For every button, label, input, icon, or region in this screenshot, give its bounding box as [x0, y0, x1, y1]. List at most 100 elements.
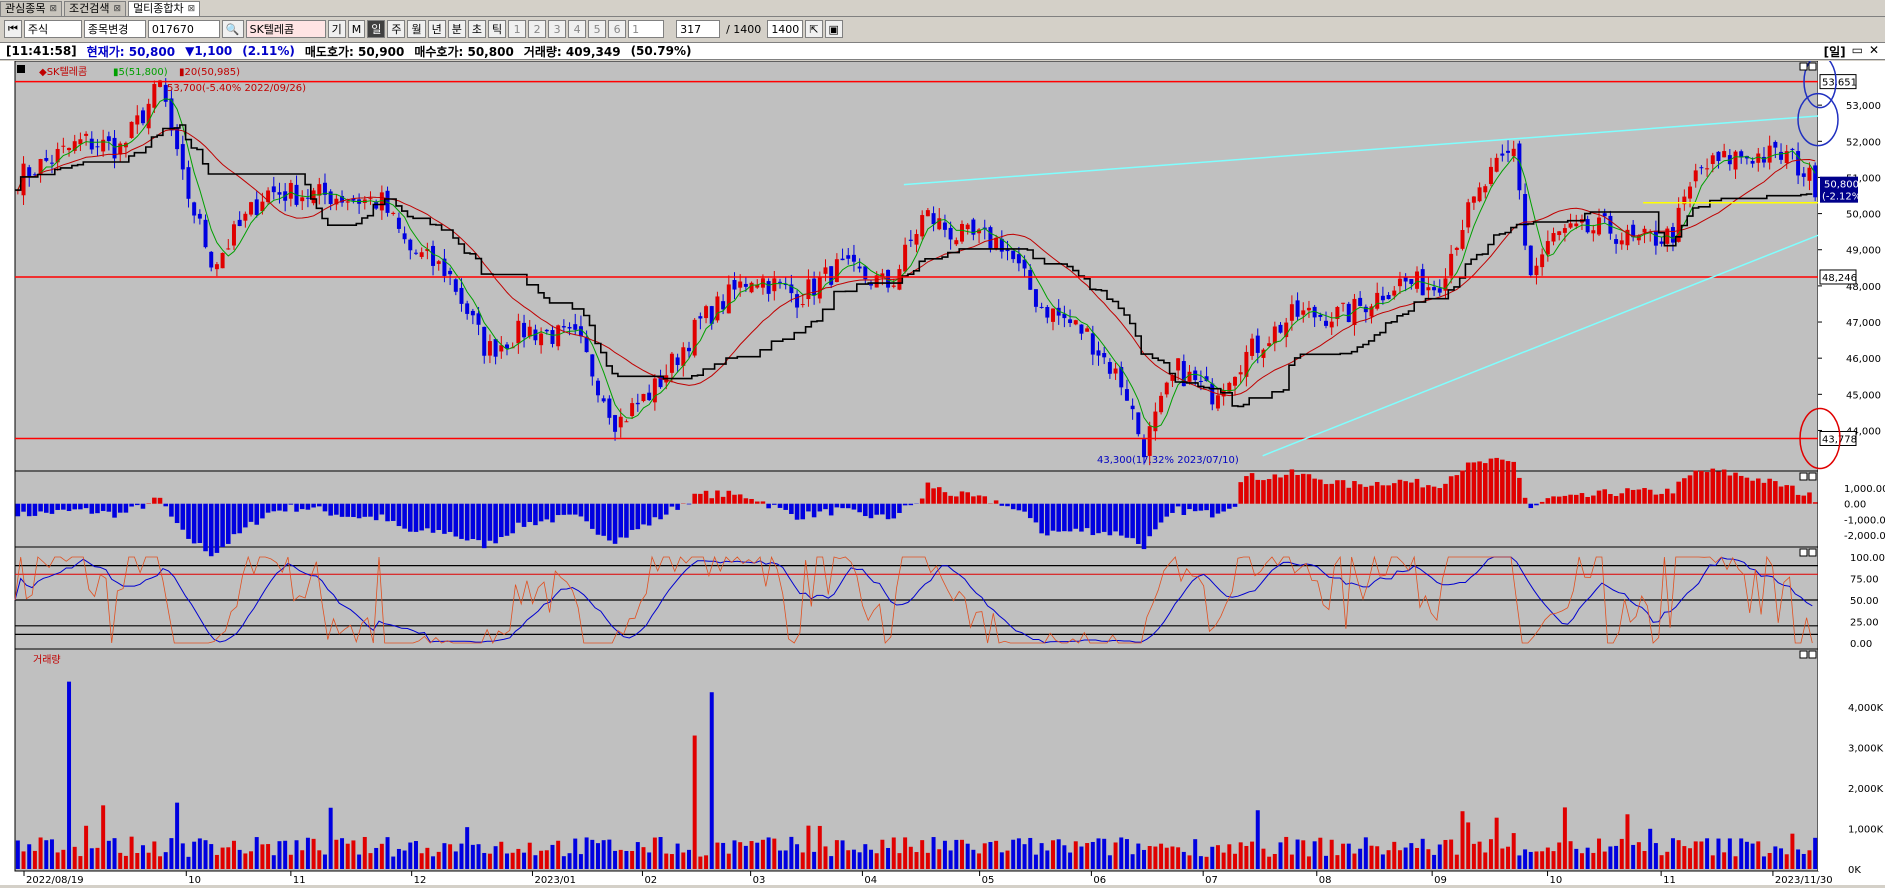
volume-bar: [573, 839, 577, 869]
macd-bar: [1676, 482, 1681, 504]
volume-tick-label: 3,000K: [1848, 744, 1884, 755]
candle: [1523, 194, 1527, 246]
macd-bar: [260, 504, 265, 519]
volume-bar: [556, 841, 560, 869]
chart-svg[interactable]: 53,00052,00051,00050,00049,00048,00047,0…: [0, 61, 1885, 885]
period-second-button[interactable]: 초: [468, 20, 486, 38]
num-button-3[interactable]: 3: [548, 20, 566, 38]
candle: [272, 186, 276, 192]
macd-bar: [237, 504, 242, 534]
market-select[interactable]: 주식: [24, 20, 82, 38]
macd-bar: [357, 504, 362, 519]
macd-bar: [72, 504, 77, 510]
macd-bar: [926, 483, 931, 504]
volume-bar: [886, 848, 890, 869]
volume-bar: [477, 844, 481, 869]
volume-bar: [613, 851, 617, 869]
candle: [1614, 239, 1618, 244]
num-button-1[interactable]: 1: [508, 20, 526, 38]
candle: [113, 138, 117, 159]
macd-bar: [1460, 470, 1465, 503]
volume-bar: [442, 843, 446, 869]
macd-bar: [1147, 504, 1152, 537]
macd-bar: [1745, 478, 1750, 504]
stock-name-field[interactable]: SK텔레콤: [246, 20, 326, 38]
stoch-tick-label: 100.00: [1850, 553, 1885, 564]
macd-bar: [880, 504, 885, 515]
export-icon[interactable]: ⇱: [805, 20, 822, 38]
period-tick-button[interactable]: 틱: [488, 20, 506, 38]
volume-bar: [454, 851, 458, 869]
macd-bar: [1659, 494, 1664, 504]
macd-bar: [1688, 475, 1693, 503]
volume-bar: [903, 837, 907, 869]
close-icon[interactable]: ⊠: [188, 2, 196, 16]
restore-icon: [1800, 549, 1807, 556]
num-label: 5: [594, 23, 601, 36]
volume-bar: [1569, 841, 1573, 869]
volume-bar: [806, 826, 810, 869]
candle: [238, 220, 242, 226]
candle: [1330, 322, 1334, 328]
candle: [1472, 197, 1476, 203]
volume: 거래량: 409,349: [524, 43, 621, 60]
close-icon[interactable]: ⊠: [49, 2, 57, 16]
macd-bar: [852, 504, 857, 510]
period-minute-button[interactable]: 분: [448, 20, 466, 38]
period-year-button[interactable]: 년: [428, 20, 446, 38]
price-change: ▼1,100: [185, 44, 232, 58]
candle: [465, 303, 469, 314]
period-week-button[interactable]: 주: [387, 20, 405, 38]
num-select[interactable]: 1: [628, 20, 664, 38]
change-symbol-select[interactable]: 종목변경: [84, 20, 146, 38]
tab-condition-search[interactable]: 조건검색⊠: [64, 1, 126, 16]
close-icon[interactable]: ⊠: [114, 2, 122, 16]
macd-bar: [385, 504, 390, 522]
macd-bar: [50, 504, 55, 514]
tab-multi-chart[interactable]: 멀티종합차⊠: [128, 1, 200, 16]
gi-button[interactable]: 기: [328, 20, 346, 38]
m-button[interactable]: M: [348, 20, 366, 38]
save-icon[interactable]: ▣: [825, 20, 843, 38]
num-button-4[interactable]: 4: [568, 20, 586, 38]
volume-bar: [465, 827, 469, 869]
total-input[interactable]: 1400: [767, 20, 803, 38]
macd-bar: [107, 504, 112, 512]
volume-bar: [1552, 851, 1556, 869]
code-input[interactable]: 017670: [148, 20, 220, 38]
volume-bar: [84, 826, 88, 869]
volume-bar: [386, 837, 390, 869]
candle: [1381, 296, 1385, 300]
minimize-icon[interactable]: ▭: [1852, 43, 1863, 60]
tab-watchlist[interactable]: 관심종목⊠: [0, 1, 62, 16]
first-icon[interactable]: ⏮: [4, 20, 22, 38]
num-button-2[interactable]: 2: [528, 20, 546, 38]
num-button-5[interactable]: 5: [588, 20, 606, 38]
legend-box-icon: [17, 65, 25, 73]
volume-bar: [1051, 840, 1055, 869]
volume-bar: [829, 856, 833, 869]
count-stepper[interactable]: 317: [676, 20, 720, 38]
macd-bar: [431, 504, 436, 533]
candle: [636, 403, 640, 404]
search-icon[interactable]: 🔍: [222, 20, 244, 38]
volume-bar: [1603, 852, 1607, 869]
candle: [420, 252, 424, 257]
period-day-button[interactable]: 일: [367, 20, 385, 38]
candle: [306, 198, 310, 199]
num-label: 4: [574, 23, 581, 36]
num-button-6[interactable]: 6: [608, 20, 626, 38]
period-month-button[interactable]: 월: [407, 20, 425, 38]
volume-bar: [1307, 856, 1311, 869]
candle: [454, 279, 458, 292]
candle: [329, 191, 333, 204]
volume-bar: [243, 853, 247, 869]
macd-bar: [1432, 487, 1437, 504]
close-icon[interactable]: ✕: [1869, 43, 1879, 60]
macd-bar: [95, 504, 100, 513]
candle: [494, 339, 498, 357]
macd-bar: [158, 498, 163, 504]
macd-bar: [1711, 469, 1716, 504]
macd-bar: [1580, 493, 1585, 504]
